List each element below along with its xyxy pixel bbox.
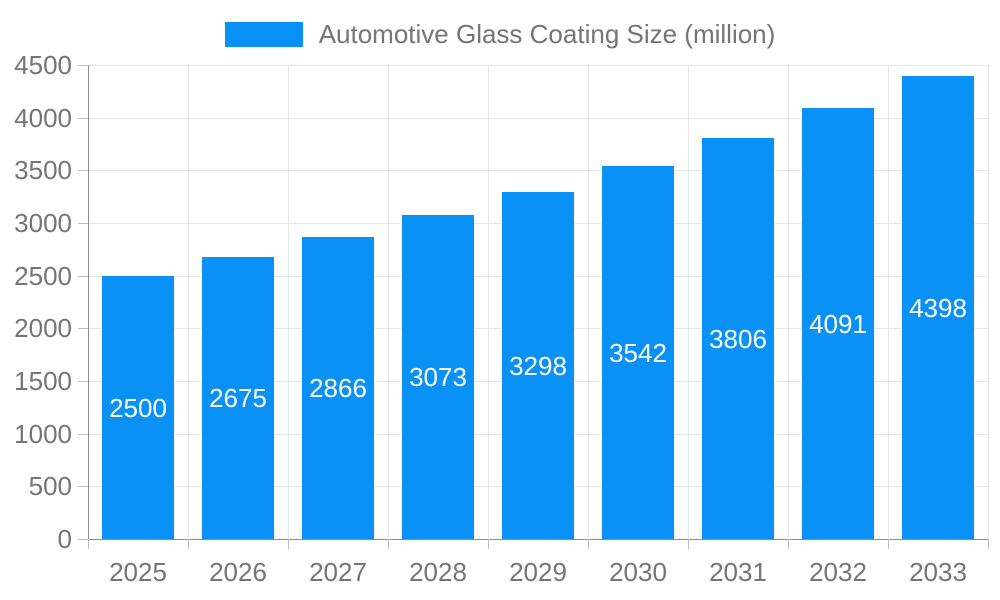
x-gridline <box>288 65 289 539</box>
x-tick-mark <box>188 539 189 549</box>
y-tick-label: 0 <box>57 524 72 554</box>
bar-value-label: 3073 <box>409 362 467 392</box>
y-tick-mark <box>78 170 88 171</box>
y-gridline <box>88 170 988 171</box>
x-tick-mark <box>788 539 789 549</box>
y-tick-mark <box>78 539 88 540</box>
x-tick-mark <box>988 539 989 549</box>
x-gridline <box>988 65 989 539</box>
y-tick-label: 500 <box>28 471 72 501</box>
bar-value-label: 3298 <box>509 351 567 381</box>
x-tick-mark <box>388 539 389 549</box>
y-tick-label: 2000 <box>14 313 72 343</box>
x-gridline <box>588 65 589 539</box>
bar-2028[interactable]: 3073 <box>402 215 474 539</box>
y-tick-label: 3000 <box>14 208 72 238</box>
x-tick-label: 2033 <box>909 557 967 587</box>
y-tick-label: 1500 <box>14 366 72 396</box>
x-tick-label: 2028 <box>409 557 467 587</box>
x-tick-mark <box>688 539 689 549</box>
y-tick-mark <box>78 118 88 119</box>
x-tick-mark <box>288 539 289 549</box>
x-gridline <box>188 65 189 539</box>
x-tick-label: 2027 <box>309 557 367 587</box>
x-tick-label: 2030 <box>609 557 667 587</box>
x-gridline <box>488 65 489 539</box>
x-tick-label: 2031 <box>709 557 767 587</box>
bar-2025[interactable]: 2500 <box>102 276 174 539</box>
bar-2032[interactable]: 4091 <box>802 108 874 539</box>
x-tick-label: 2025 <box>109 557 167 587</box>
x-tick-label: 2032 <box>809 557 867 587</box>
bar-2027[interactable]: 2866 <box>302 237 374 539</box>
y-tick-label: 4500 <box>14 50 72 80</box>
bar-2031[interactable]: 3806 <box>702 138 774 539</box>
x-gridline <box>688 65 689 539</box>
legend-label: Automotive Glass Coating Size (million) <box>318 19 776 49</box>
bar-value-label: 2866 <box>309 373 367 403</box>
x-gridline <box>388 65 389 539</box>
bar-value-label: 3806 <box>709 324 767 354</box>
y-tick-label: 3500 <box>14 155 72 185</box>
y-axis-line <box>88 65 89 539</box>
y-gridline <box>88 118 988 119</box>
y-tick-mark <box>78 276 88 277</box>
legend-swatch <box>224 21 303 47</box>
bar-2026[interactable]: 2675 <box>202 257 274 539</box>
y-tick-mark <box>78 328 88 329</box>
y-gridline <box>88 65 988 66</box>
y-gridline <box>88 539 988 540</box>
y-tick-label: 2500 <box>14 261 72 291</box>
bar-value-label: 4398 <box>909 293 967 323</box>
x-tick-mark <box>588 539 589 549</box>
bar-value-label: 2675 <box>209 383 267 413</box>
y-tick-label: 1000 <box>14 419 72 449</box>
x-tick-mark <box>88 539 89 549</box>
x-tick-mark <box>888 539 889 549</box>
x-gridline <box>788 65 789 539</box>
y-tick-mark <box>78 223 88 224</box>
bar-value-label: 4091 <box>809 309 867 339</box>
bar-2030[interactable]: 3542 <box>602 166 674 539</box>
y-tick-mark <box>78 381 88 382</box>
bar-2029[interactable]: 3298 <box>502 192 574 539</box>
x-gridline <box>888 65 889 539</box>
y-tick-mark <box>78 434 88 435</box>
bar-value-label: 2500 <box>109 393 167 423</box>
bar-value-label: 3542 <box>609 338 667 368</box>
x-tick-label: 2026 <box>209 557 267 587</box>
y-tick-mark <box>78 486 88 487</box>
chart-legend[interactable]: Automotive Glass Coating Size (million) <box>0 20 1000 48</box>
x-tick-label: 2029 <box>509 557 567 587</box>
y-tick-label: 4000 <box>14 103 72 133</box>
y-tick-mark <box>78 65 88 66</box>
bar-2033[interactable]: 4398 <box>902 76 974 539</box>
x-tick-mark <box>488 539 489 549</box>
